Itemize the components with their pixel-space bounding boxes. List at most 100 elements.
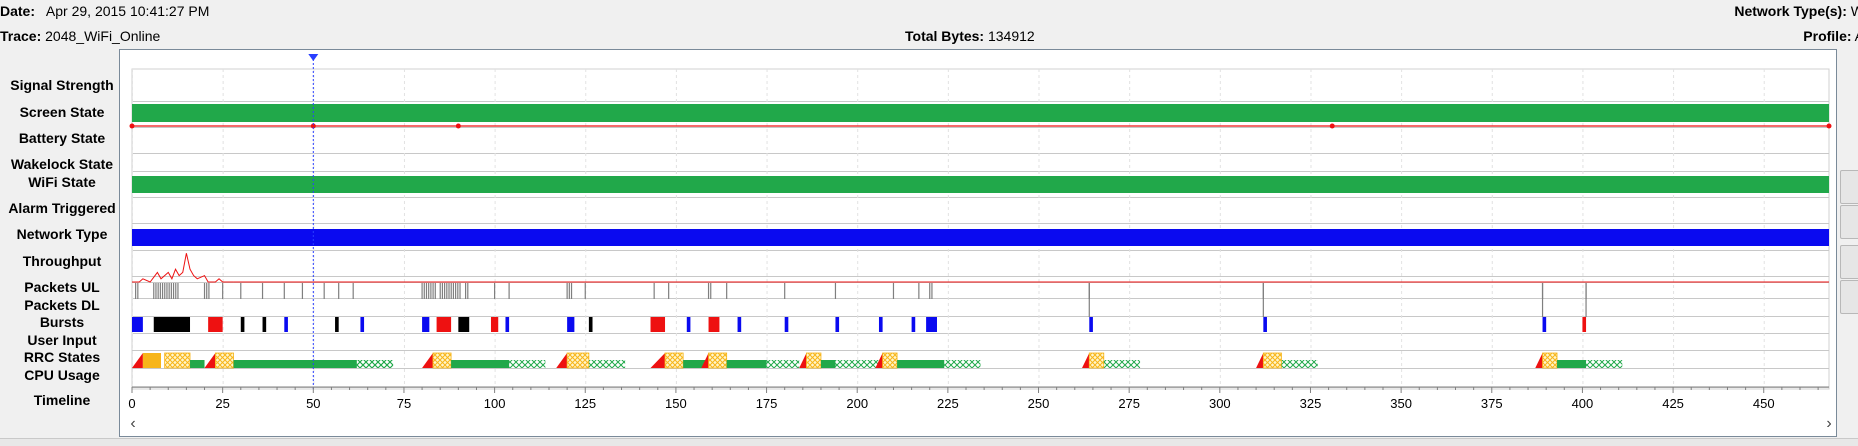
total-bytes-value: 134912 [987,28,1035,44]
network-types: Network Type(s): W [1734,3,1858,19]
burst-mark [208,317,223,332]
timeline-tick-label: 200 [846,396,868,411]
rrc-promotion [650,353,666,368]
rrc-fach-state [164,352,191,369]
battery-marker [455,123,461,129]
battery-marker [1826,123,1832,129]
trace-label: Trace: [0,28,42,44]
burst-mark [784,317,789,332]
burst-mark [708,317,720,332]
rrc-promotion [1535,353,1543,368]
burst-mark [284,317,288,332]
rrc-tail-state [766,360,800,368]
timeline-tick-label: 50 [306,396,320,411]
row-label-rrc-states: RRC States [23,349,101,365]
burst-mark [588,317,593,332]
rrc-connected-bar [726,360,767,368]
rrc-promotion [1256,353,1264,368]
side-panel-button-4[interactable] [1840,280,1858,314]
battery-marker [129,123,135,129]
timeline-tick-label: 450 [1753,396,1775,411]
burst-mark [458,317,470,332]
side-panel-button-1[interactable] [1840,170,1858,204]
row-label-screen-state: Screen State [19,104,105,120]
wifi-state-bar [132,176,1829,193]
rrc-fach-state [432,352,452,369]
side-panel-button-2[interactable] [1840,205,1858,239]
timeline-tick-label: 225 [937,396,959,411]
timeline-chart-panel[interactable]: 0 25 50 75 100 125 150 175 200 225 250 275 300 325 350… [119,49,1837,437]
rrc-fach-state [1542,352,1558,369]
rrc-connected-bar [190,360,205,368]
status-bar [0,438,1858,446]
burst-mark [737,317,742,332]
row-label-alarm-triggered: Alarm Triggered [8,200,116,216]
date-value: Apr 29, 2015 10:41:27 PM [45,3,210,19]
rrc-tail-state [944,360,981,368]
timeline-tick-label: 0 [128,396,135,411]
battery-marker [310,123,316,129]
date-label: Date: [0,3,36,19]
rrc-fach-state [708,352,728,369]
scroll-left-button[interactable]: ‹ [124,415,142,433]
burst-mark [360,317,365,332]
rrc-promotion [701,353,709,368]
rrc-connected-bar [233,360,357,368]
burst-mark [650,317,666,332]
burst-mark [132,317,143,332]
row-label-bursts: Bursts [39,314,85,330]
timeline-tick-label: 275 [1118,396,1140,411]
timeline-tick-label: 25 [215,396,229,411]
burst-mark [567,317,575,332]
burst-mark [436,317,452,332]
burst-mark [1263,317,1267,332]
throughput-line [132,253,234,283]
arrow-right-icon: › [1826,415,1832,432]
row-label-user-input: User Input [27,332,97,348]
burst-mark [1542,317,1547,332]
timeline-tick-label: 100 [484,396,506,411]
burst-mark [335,317,339,332]
row-label-packets-dl: Packets DL [24,297,100,313]
battery-marker [1329,123,1335,129]
timeline-tick-label: 250 [1028,396,1050,411]
rrc-promotion [204,353,216,368]
rrc-fach-state [1088,352,1105,369]
rrc-promotion [556,353,568,368]
burst-mark [153,317,191,332]
side-panel-button-3[interactable] [1840,245,1858,279]
burst-mark [505,317,510,332]
rrc-connected-bar [820,360,836,368]
burst-mark [422,317,430,332]
row-label-wifi-state: WiFi State [28,174,96,190]
network-type-bar [132,229,1829,246]
rrc-promotion [875,353,883,368]
trace-name: Trace: 2048_WiFi_Online [0,28,160,44]
timeline-chart[interactable]: 0 25 50 75 100 125 150 175 200 225 250 275 300 325 350… [120,50,1838,438]
rrc-connected-bar [1557,360,1587,368]
row-label-wakelock-state: Wakelock State [10,156,114,172]
burst-mark [1582,317,1587,332]
screen-state-bar [132,104,1829,122]
rrc-connected-bar [897,360,945,368]
crosshair-marker-icon [308,54,319,61]
scroll-right-button[interactable]: › [1820,415,1838,433]
timeline-tick-label: 350 [1390,396,1412,411]
rrc-fach-state [806,352,822,369]
rrc-promotion [799,353,807,368]
burst-mark [835,317,840,332]
rrc-promotion [1082,353,1090,368]
timeline-tick-label: 125 [574,396,596,411]
rrc-tail-state [1586,360,1623,368]
burst-mark [490,317,499,332]
rrc-promotion [422,353,433,368]
row-label-cpu-usage: CPU Usage [24,367,100,383]
timeline-tick-label: 150 [665,396,687,411]
trace-date: Date: Apr 29, 2015 10:41:27 PM [0,3,209,19]
burst-mark [1089,317,1093,332]
rrc-fach-state [1262,352,1282,369]
rrc-fach-state [882,352,898,369]
timeline-tick-label: 425 [1662,396,1684,411]
total-bytes-label: Total Bytes: [905,28,985,44]
network-types-label: Network Type(s): [1734,3,1847,19]
